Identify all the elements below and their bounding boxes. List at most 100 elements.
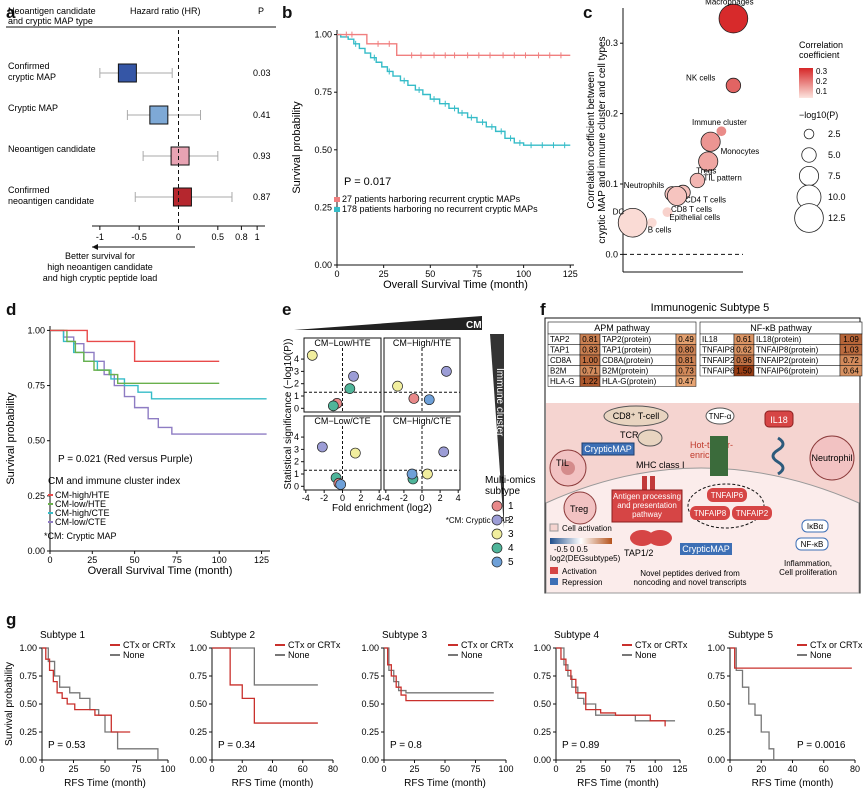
gene-name: TNFAIP2 <box>702 356 735 365</box>
footnote: *CM: Cryptic MAP <box>44 531 117 541</box>
legend-label: CTx or CRTx <box>810 640 863 650</box>
x-tick-label: 80 <box>328 764 338 774</box>
y-tick-label: 0.25 <box>27 491 45 501</box>
y-tick-label: 0.75 <box>189 671 207 681</box>
protein-name: TNFAIP8(protein) <box>756 346 819 355</box>
bubble-label: DC <box>613 208 625 217</box>
x-axis-label: RFS Time (month) <box>752 778 834 789</box>
gene-name: CD8A <box>550 356 572 365</box>
il18-box <box>764 410 794 428</box>
side-bar-label: Immune cluster <box>494 368 505 437</box>
tnfaip8-label: TNFAIP8 <box>694 509 727 518</box>
legend-label: 5 <box>508 557 514 568</box>
repression-label: Repression <box>562 578 602 587</box>
y-tick-label: 0.00 <box>707 755 725 765</box>
hr-marker <box>117 63 137 83</box>
y-tick-label: 0.50 <box>707 699 725 709</box>
activation-label: Activation <box>562 567 597 576</box>
legend-swatch <box>334 207 340 212</box>
size-legend-label: 7.5 <box>828 171 841 181</box>
repression-swatch <box>550 578 558 585</box>
bubble <box>666 185 688 206</box>
tap-shape-2 <box>648 530 672 546</box>
y-tick-label: 0.00 <box>189 755 207 765</box>
p-value: P = 0.89 <box>562 740 600 751</box>
x-tick-label: 75 <box>472 269 482 279</box>
legend-label: CM-low/CTE <box>55 517 106 527</box>
cell-activation-swatch <box>549 523 559 532</box>
y-tick-label: 0.25 <box>19 727 37 737</box>
rfs-km-plots: Survival probability Subtype 1 0.00 0.25 0.5… <box>4 630 863 789</box>
subtype-point <box>344 383 356 394</box>
size-legend-circle <box>803 128 815 140</box>
tnfaip6-label: TNFAIP6 <box>711 491 744 500</box>
subtype-point <box>348 370 359 382</box>
tnfa-shape <box>705 407 735 425</box>
legend-title: CM and immune cluster index <box>48 476 180 487</box>
mhc-bar-2 <box>650 476 655 494</box>
neutrophil-label: Neutrophil <box>811 453 852 463</box>
panel-letter-g: g <box>6 610 17 629</box>
bubble <box>689 172 706 189</box>
p-value: 0.93 <box>253 151 271 161</box>
ikb-label: IκBα <box>807 522 824 531</box>
bubble-label: B cells <box>648 226 672 235</box>
heat-value: 0.96 <box>736 356 752 365</box>
hr-marker <box>170 146 190 166</box>
subtype-point <box>349 447 361 459</box>
x-tick-label: 25 <box>68 764 78 774</box>
x-axis-label: Fold enrichment (log2) <box>332 503 432 514</box>
y-tick-label: 0.1 <box>605 179 618 189</box>
scale-ticks: -0.5 0 0.5 <box>554 545 588 554</box>
gene-name: TNFAIP8 <box>702 346 735 355</box>
bubble-label: Macrophages <box>705 0 753 7</box>
x-tick-label: 4 <box>377 493 382 503</box>
y-tick-label: 3 <box>294 366 299 376</box>
heat-value: 0.71 <box>582 367 598 376</box>
cd8-label: CD8⁺ T-cell <box>613 411 660 421</box>
y-axis-label: Statistical significance (−log10(P)) <box>283 339 294 490</box>
x-tick-label: 0 <box>47 555 52 565</box>
gene-name: TAP2 <box>550 335 570 344</box>
p-value: 0.03 <box>253 68 271 78</box>
subtype-point <box>423 394 435 406</box>
tnfa-label: TNF-α <box>709 412 732 421</box>
tnfaip2-label: TNFAIP2 <box>736 509 769 518</box>
subtype-point <box>438 446 450 458</box>
protein-name: TNFAIP6(protein) <box>756 367 819 376</box>
x-tick-label: 100 <box>498 764 513 774</box>
km-line-none <box>42 647 159 760</box>
y-tick-label: 0.75 <box>707 671 725 681</box>
tnfaip6-box <box>707 488 747 502</box>
tap-label: TAP1/2 <box>624 548 653 558</box>
subtype-point <box>306 350 318 361</box>
hr-marker <box>172 187 192 207</box>
km-line-treated <box>384 647 494 702</box>
bubble-label: CD4 T cells <box>685 195 726 204</box>
subplot-title: CM−High/CTE <box>393 416 451 426</box>
y-tick-label: 0.75 <box>314 87 332 97</box>
legend-label: 2 <box>508 515 514 526</box>
x-tick-label: 50 <box>100 764 110 774</box>
km-line-treated <box>556 647 666 727</box>
y-tick-label: 0.50 <box>314 145 332 155</box>
crypticmap2-box <box>680 543 732 555</box>
tnfaip8-box <box>690 506 730 520</box>
protein-name: TAP2(protein) <box>602 335 652 344</box>
y-tick-label: 0.2 <box>605 109 618 119</box>
protein-name: TAP1(protein) <box>602 346 652 355</box>
x-tick-label: -0.5 <box>131 232 147 242</box>
size-legend-circle <box>801 147 817 163</box>
km-line <box>337 33 571 146</box>
p-value: P = 0.021 (Red versus Purple) <box>58 454 193 465</box>
bubble-label: Tregs <box>696 166 716 175</box>
heat-value: 1.09 <box>843 335 859 344</box>
crypticmap-box <box>581 442 635 456</box>
inflammation-label: Inflammation, Cell proliferation <box>779 559 837 577</box>
arrow-head <box>92 244 98 250</box>
header-p: P <box>258 6 264 16</box>
gene-name: TAP1 <box>550 346 570 355</box>
y-axis-label: Survival probability <box>291 101 303 194</box>
